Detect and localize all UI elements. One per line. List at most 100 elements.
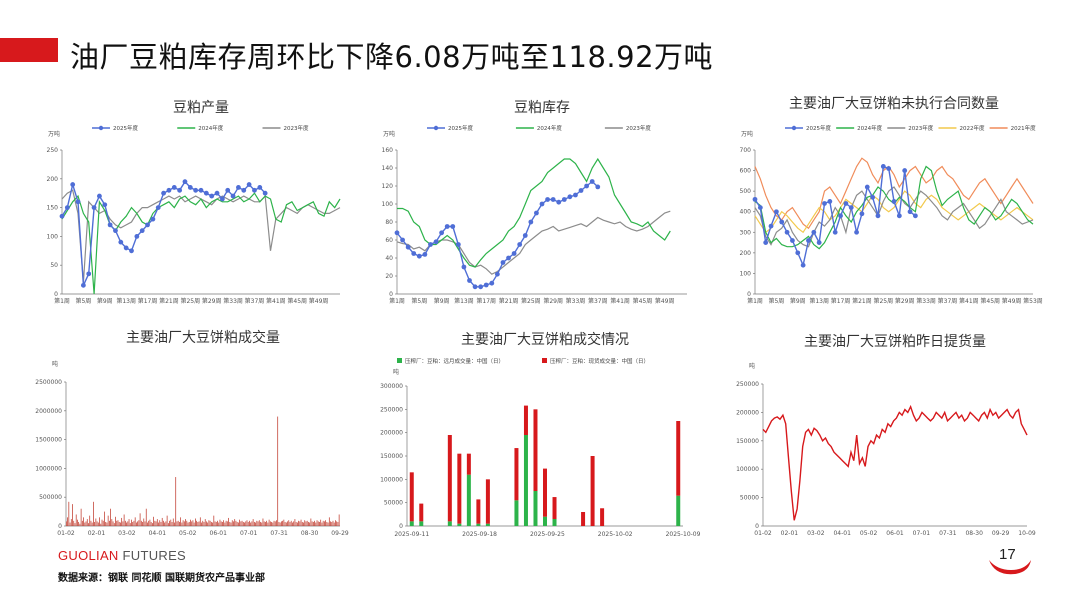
bar xyxy=(292,522,293,526)
bar xyxy=(106,522,108,526)
bar xyxy=(285,522,287,526)
bar xyxy=(185,519,186,526)
x-tick-label: 第29周 xyxy=(202,297,222,305)
data-point xyxy=(161,190,166,196)
x-tick-label: 01-02 xyxy=(754,530,772,537)
y-tick-label: 250000 xyxy=(736,381,759,388)
bar xyxy=(277,416,279,526)
data-point xyxy=(522,233,528,238)
data-point xyxy=(827,199,833,204)
bar-spot xyxy=(600,508,605,526)
data-point xyxy=(875,213,881,219)
bar-far xyxy=(523,435,528,526)
x-tick-label: 06-01 xyxy=(210,530,228,537)
bar xyxy=(261,522,263,526)
x-tick-label: 第21周 xyxy=(499,297,519,305)
data-point xyxy=(405,244,411,250)
x-tick-label: 第9周 xyxy=(97,297,113,305)
bar xyxy=(301,521,303,526)
data-point xyxy=(123,245,129,251)
data-point xyxy=(444,224,450,229)
data-point xyxy=(811,229,817,235)
bar xyxy=(274,521,276,526)
bar xyxy=(86,519,88,526)
data-point xyxy=(790,238,795,243)
data-point xyxy=(843,201,849,206)
x-tick-label: 第41周 xyxy=(959,297,979,305)
chart-inventory: 豆粕库存 万吨 0 20 40 60 80 100 120 140 160 第1周 第5周 第9周 第13周… xyxy=(365,92,695,317)
x-tick-label: 第25周 xyxy=(873,297,893,305)
bar xyxy=(84,522,86,526)
x-tick-label: 07-31 xyxy=(939,530,957,537)
data-point xyxy=(439,230,445,236)
y-tick-label: 250000 xyxy=(380,406,403,413)
data-point xyxy=(113,228,118,234)
x-tick-label: 第41周 xyxy=(266,297,286,305)
bar xyxy=(233,521,234,526)
bar xyxy=(136,522,137,526)
y-tick-label: 600 xyxy=(740,168,752,175)
bar xyxy=(282,520,283,526)
bar xyxy=(104,511,105,526)
bar xyxy=(230,522,232,526)
y-tick-label: 40 xyxy=(385,255,393,262)
bar xyxy=(69,522,71,526)
bar xyxy=(325,520,326,526)
bar xyxy=(319,521,320,526)
legend-label: 2023年度 xyxy=(626,124,651,132)
y-tick-label: 60 xyxy=(385,237,393,244)
bar xyxy=(290,520,292,526)
data-point xyxy=(752,196,758,202)
legend-label: 2023年度 xyxy=(908,124,933,132)
legend-marker xyxy=(791,125,797,131)
bar xyxy=(315,522,317,526)
bar-spot xyxy=(409,472,414,522)
x-tick-label: 第41周 xyxy=(610,297,630,305)
data-point xyxy=(433,239,439,245)
y-unit-label: 万吨 xyxy=(48,130,60,138)
data-point xyxy=(134,234,140,239)
bar xyxy=(247,521,249,526)
data-point xyxy=(80,282,86,288)
bar xyxy=(241,520,243,526)
bar xyxy=(102,520,104,526)
legend-label: 压榨厂：豆粕：现货成交量：中国（日） xyxy=(550,357,649,365)
y-tick-label: 0 xyxy=(399,523,403,530)
bar xyxy=(271,521,272,526)
bar-far xyxy=(476,523,481,526)
data-point xyxy=(209,193,215,199)
data-point xyxy=(428,242,433,247)
bar xyxy=(115,516,116,526)
data-point xyxy=(394,230,400,236)
bar-far xyxy=(533,491,538,526)
bar xyxy=(187,522,189,526)
data-point xyxy=(539,201,545,207)
bar-spot xyxy=(581,512,586,526)
data-point xyxy=(556,199,562,205)
bar xyxy=(311,521,313,526)
bar xyxy=(262,518,264,526)
x-tick-label: 03-02 xyxy=(118,530,136,537)
bar xyxy=(335,520,336,526)
legend-marker xyxy=(98,125,104,131)
x-tick-label: 第29周 xyxy=(543,297,563,305)
y-tick-label: 100000 xyxy=(736,466,759,473)
bar xyxy=(256,520,258,526)
bar xyxy=(171,521,173,526)
chart-title: 主要油厂大豆饼粕昨日提货量 xyxy=(804,333,986,350)
bar xyxy=(152,523,153,526)
y-tick-label: 20 xyxy=(385,273,393,280)
bar xyxy=(242,521,244,526)
series-line xyxy=(762,404,1028,521)
data-point xyxy=(494,271,500,277)
bar xyxy=(333,522,335,526)
data-point xyxy=(870,194,876,200)
bar xyxy=(310,518,312,526)
y-unit-label: 万吨 xyxy=(741,130,753,138)
bar xyxy=(190,519,191,526)
bar xyxy=(66,521,67,526)
data-point xyxy=(86,271,92,277)
bar xyxy=(172,518,174,526)
data-point xyxy=(567,194,573,200)
legend-swatch xyxy=(542,358,547,363)
